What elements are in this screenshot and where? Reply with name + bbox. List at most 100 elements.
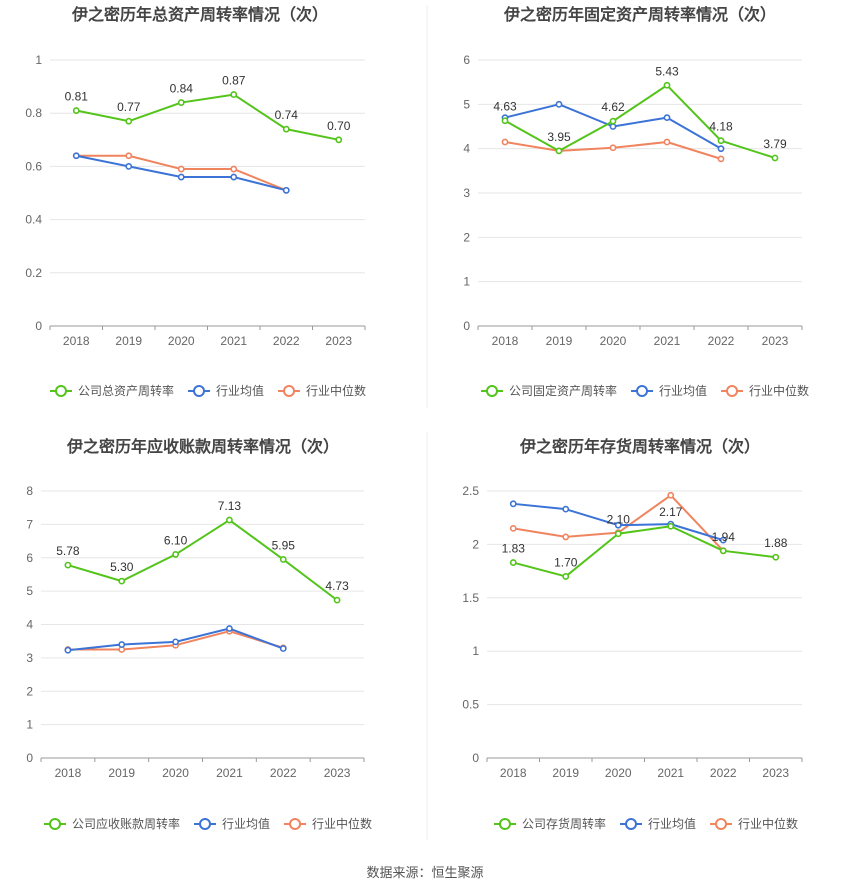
data-point [282, 125, 290, 133]
data-point [177, 173, 185, 181]
data-point [609, 123, 617, 130]
legend-item[interactable]: 公司固定资产周转率 [481, 383, 617, 398]
y-tick-label: 3 [26, 651, 33, 665]
data-label: 1.83 [502, 542, 526, 556]
data-point [717, 155, 725, 163]
chart-title: 伊之密历年存货周转率情况（次） [519, 437, 760, 456]
data-point [562, 573, 570, 580]
legend-swatch-marker [283, 385, 296, 397]
legend-swatch-marker [499, 818, 511, 830]
x-tick-label: 2018 [63, 334, 90, 348]
legend-item[interactable]: 公司应收账款周转率 [44, 816, 180, 831]
x-tick-label: 2020 [168, 334, 195, 348]
data-point [771, 154, 779, 162]
legend-swatch-marker [625, 818, 638, 830]
x-tick-label: 2019 [108, 766, 135, 780]
y-tick-label: 4 [26, 618, 33, 632]
data-point [125, 152, 133, 160]
data-point [717, 137, 725, 145]
series-line-company [504, 84, 776, 159]
y-tick-label: 2 [463, 230, 470, 244]
x-tick-label: 2021 [654, 334, 681, 348]
data-label: 0.77 [117, 100, 141, 114]
x-tick-label: 2023 [762, 766, 789, 780]
y-tick-label: 0 [472, 751, 479, 765]
legend-label: 行业中位数 [738, 816, 798, 831]
data-point [719, 547, 727, 555]
y-tick-label: 1 [463, 275, 470, 289]
x-tick-label: 2023 [324, 766, 351, 780]
x-tick-label: 2019 [552, 766, 579, 780]
y-tick-label: 1 [26, 718, 33, 732]
data-point [333, 596, 341, 604]
data-label: 5.95 [272, 538, 296, 552]
data-point [663, 81, 671, 89]
x-tick-label: 2023 [325, 334, 352, 348]
legend-item[interactable]: 行业中位数 [278, 383, 366, 398]
chart-panel-3: 伊之密历年应收账款周转率情况（次） 0 1 2 3 4 5 6 7 8 2018 2019 2020 20… [26, 437, 372, 831]
data-label: 7.13 [218, 499, 242, 513]
data-label: 1.70 [554, 555, 578, 569]
x-tick-label: 2020 [162, 766, 189, 780]
y-tick-label: 2.5 [462, 484, 479, 498]
legend-label: 行业均值 [659, 383, 707, 398]
x-tick-label: 2018 [492, 334, 519, 348]
data-label: 4.18 [709, 120, 733, 134]
legend-swatch-marker [636, 385, 649, 397]
legend-item[interactable]: 行业中位数 [710, 816, 798, 831]
y-tick-label: 8 [26, 484, 33, 498]
data-point [614, 521, 622, 529]
data-point [335, 136, 343, 144]
data-point [172, 638, 179, 646]
legend-label: 行业均值 [648, 816, 696, 831]
legend-item[interactable]: 行业均值 [620, 816, 696, 831]
data-label: 2.17 [659, 505, 683, 519]
data-point [717, 145, 725, 153]
data-label: 5.43 [655, 64, 679, 78]
chart-panel-4: 伊之密历年存货周转率情况（次） 0 0.5 1 1.5 2 2.5 2018 2019 2020 2… [462, 437, 803, 831]
data-point [230, 165, 238, 173]
data-point [226, 625, 233, 632]
legend-item[interactable]: 行业均值 [188, 383, 264, 398]
data-point [501, 117, 509, 125]
legend-label: 行业中位数 [306, 383, 366, 398]
data-point [501, 138, 509, 146]
data-point [509, 559, 517, 566]
data-point [555, 100, 563, 108]
data-point [282, 186, 290, 194]
legend-item[interactable]: 行业均值 [194, 816, 270, 831]
legend-item[interactable]: 行业均值 [631, 383, 707, 398]
legend-item[interactable]: 行业中位数 [721, 383, 809, 398]
legend-swatch-marker [726, 385, 739, 397]
data-label: 3.79 [763, 137, 787, 151]
y-tick-label: 2 [472, 537, 479, 551]
data-point [177, 99, 185, 106]
legend-item[interactable]: 行业中位数 [284, 816, 372, 831]
legend-label: 行业中位数 [749, 383, 809, 398]
x-tick-label: 2018 [55, 766, 82, 780]
data-point [279, 645, 287, 652]
y-tick-label: 4 [463, 142, 470, 156]
legend-label: 公司存货周转率 [522, 816, 606, 831]
y-tick-label: 0.5 [462, 698, 479, 712]
legend-swatch-marker [55, 385, 67, 397]
data-point [663, 114, 671, 122]
data-point [64, 646, 72, 654]
data-label: 6.10 [164, 533, 188, 547]
data-point [230, 91, 238, 98]
legend-item[interactable]: 公司总资产周转率 [50, 383, 174, 398]
x-tick-label: 2022 [270, 766, 297, 780]
y-tick-label: 3 [463, 186, 470, 200]
legend-item[interactable]: 公司存货周转率 [494, 816, 606, 831]
y-tick-label: 0.4 [25, 213, 42, 227]
data-point [230, 173, 238, 181]
series-line-company [512, 525, 776, 578]
data-label: 5.78 [56, 544, 80, 558]
data-point [667, 522, 675, 530]
data-point [609, 117, 617, 125]
data-point [125, 117, 133, 125]
y-tick-label: 2 [26, 684, 33, 698]
data-point [719, 536, 727, 544]
legend-label: 公司应收账款周转率 [72, 816, 180, 831]
source-note: 数据来源：恒生聚源 [366, 866, 484, 881]
